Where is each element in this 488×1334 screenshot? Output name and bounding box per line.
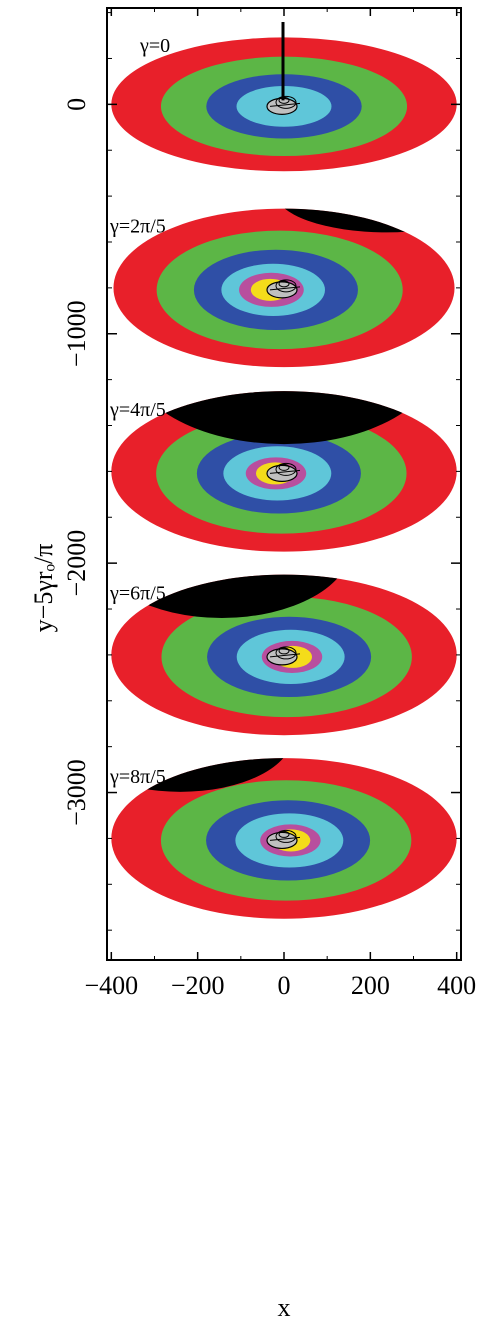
x-tick-label: −400 (84, 971, 138, 1000)
center-line (269, 469, 301, 474)
center-line (269, 653, 301, 658)
center-structure-2 (266, 462, 301, 482)
x-tick-label: 0 (278, 971, 291, 1000)
center-ring (275, 829, 297, 843)
plot-panels (111, 22, 457, 919)
center-disk (266, 464, 298, 482)
black-band (128, 391, 440, 445)
center-core (278, 280, 290, 288)
center-core (278, 647, 290, 655)
y-tick-label: −1000 (62, 300, 91, 367)
disk-panel-0 (111, 22, 457, 172)
y-axis-label: y−5γrₒ/π (29, 544, 58, 633)
center-ring (275, 462, 297, 476)
x-axis-label: x (278, 1293, 291, 1322)
panel-label-1: γ=2π/5 (109, 215, 166, 237)
center-structure-1 (266, 279, 301, 299)
center-ring (275, 646, 297, 660)
center-disk (266, 648, 298, 666)
center-line (269, 102, 301, 107)
disk-panel-2 (111, 391, 457, 552)
y-tick-label: 0 (62, 98, 91, 111)
center-core (278, 463, 290, 471)
y-tick-label: −3000 (62, 759, 91, 826)
center-structure-3 (266, 646, 301, 666)
center-ring (275, 279, 297, 293)
center-disk (266, 831, 298, 850)
panel-label-3: γ=6π/5 (109, 582, 166, 604)
center-structure-4 (266, 829, 301, 850)
panel-label-4: γ=8π/5 (109, 766, 166, 788)
center-disk (266, 281, 298, 299)
center-core (278, 830, 290, 838)
center-ring (275, 95, 297, 109)
x-tick-label: 400 (437, 971, 476, 1000)
center-line (269, 836, 301, 841)
x-tick-label: 200 (351, 971, 390, 1000)
disk-panel-1 (113, 208, 455, 368)
y-tick-label: −2000 (62, 530, 91, 597)
center-line (269, 286, 301, 291)
panel-label-2: γ=4π/5 (109, 399, 166, 421)
center-structure-0 (266, 95, 301, 115)
panel-labels: γ=0 γ=2π/5 γ=4π/5 γ=6π/5 γ=8π/5 (109, 35, 170, 788)
panel-label-0: γ=0 (139, 35, 170, 57)
black-band-group-2 (128, 391, 440, 445)
x-tick-label: −200 (171, 971, 225, 1000)
